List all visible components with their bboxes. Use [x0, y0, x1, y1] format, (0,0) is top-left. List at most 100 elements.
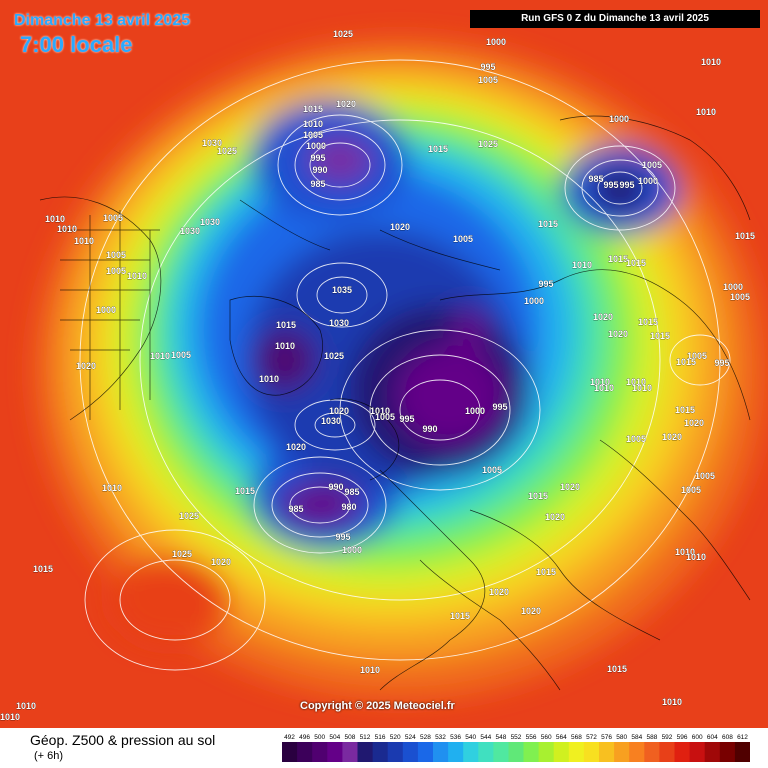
- coastlines: [39, 115, 751, 691]
- isobar-label: 1025: [333, 29, 353, 39]
- isobar-label: 1000: [609, 114, 629, 124]
- scale-tick-label: 596: [677, 734, 688, 741]
- isobar-label: 1005: [730, 292, 750, 302]
- isobar-label: 1015: [650, 331, 670, 341]
- isobar-label: 1015: [608, 254, 628, 264]
- scale-swatch: [629, 742, 645, 762]
- isobar-label: 1020: [560, 482, 580, 492]
- isobar-label: 1015: [33, 564, 53, 574]
- scale-tick-label: 552: [511, 734, 522, 741]
- isobar-label: 995: [619, 180, 634, 190]
- isobar-label: 1020: [545, 512, 565, 522]
- isobar-label: 1020: [489, 587, 509, 597]
- scale-tick-label: 592: [662, 734, 673, 741]
- isobar-label: 1010: [572, 260, 592, 270]
- isobar-label: 1010: [45, 214, 65, 224]
- map-title: Géop. Z500 & pression au sol: [30, 732, 216, 748]
- forecast-offset: (+ 6h): [34, 750, 64, 762]
- isobar-label: 990: [422, 424, 437, 434]
- isobar-label: 1005: [695, 471, 715, 481]
- isobar-label: 1020: [662, 432, 682, 442]
- scale-swatch: [538, 742, 555, 762]
- isobar-label: 985: [344, 487, 359, 497]
- isobar-label: 995: [538, 279, 553, 289]
- isobar-label: 1010: [150, 351, 170, 361]
- scale-tick-label: 588: [646, 734, 657, 741]
- isobar-label: 1010: [360, 665, 380, 675]
- isobar-label: 990: [312, 165, 327, 175]
- isobar-label: 1010: [686, 552, 706, 562]
- isobar-label: 1000: [96, 305, 116, 315]
- scale-tick-label: 512: [360, 734, 371, 741]
- scale-swatch: [478, 742, 494, 762]
- isobar-label: 1010: [303, 119, 323, 129]
- isobar-label: 1015: [735, 231, 755, 241]
- isobar-label: 1015: [626, 258, 646, 268]
- isobar-label: 1005: [375, 412, 395, 422]
- isobar-label: 1010: [632, 383, 652, 393]
- isobar-label: 1020: [329, 406, 349, 416]
- scale-tick-label: 548: [495, 734, 506, 741]
- scale-tick-label: 576: [601, 734, 612, 741]
- copyright-notice: Copyright © 2025 Meteociel.fr: [300, 700, 455, 712]
- scale-tick-label: 572: [586, 734, 597, 741]
- scale-tick-label: 608: [722, 734, 733, 741]
- isobar-label: 1000: [465, 406, 485, 416]
- scale-swatch: [357, 742, 374, 762]
- isobar-label: 985: [288, 504, 303, 514]
- isobar-label: 1015: [235, 486, 255, 496]
- isobar-label: 1005: [103, 213, 123, 223]
- scale-tick-label: 560: [541, 734, 552, 741]
- isobar-label: 1010: [370, 406, 390, 416]
- isobar-label: 1005: [626, 434, 646, 444]
- scale-swatch: [659, 742, 675, 762]
- isobar-label: 1000: [306, 141, 326, 151]
- scale-tick-label: 496: [299, 734, 310, 741]
- isobar-label: 1025: [324, 351, 344, 361]
- forecast-date: Dimanche 13 avril 2025: [14, 12, 191, 29]
- isobar-label: 995: [480, 62, 495, 72]
- isobar-label: 995: [714, 358, 729, 368]
- isobar-label: 1020: [684, 418, 704, 428]
- isobar-label: 995: [335, 532, 350, 542]
- isobar-label: 1015: [536, 567, 556, 577]
- isobar-label: 1005: [482, 465, 502, 475]
- isobar-label: 985: [588, 174, 603, 184]
- scale-swatch: [599, 742, 615, 762]
- isobar-label: 1010: [259, 374, 279, 384]
- scale-tick-label: 604: [707, 734, 718, 741]
- isobar-label: 1005: [303, 130, 323, 140]
- isobar-label: 1005: [687, 351, 707, 361]
- isobar-label: 1030: [202, 138, 222, 148]
- scale-tick-label: 500: [314, 734, 325, 741]
- isobar-label: 1010: [626, 377, 646, 387]
- isobar-label: 1010: [0, 712, 20, 722]
- isobar-label: 1025: [478, 139, 498, 149]
- isobar-label: 1010: [16, 701, 36, 711]
- scale-tick-label: 516: [375, 734, 386, 741]
- isobar-label: 1015: [276, 320, 296, 330]
- scale-swatch: [583, 742, 600, 762]
- isobar-label: 1025: [179, 511, 199, 521]
- scale-swatch: [614, 742, 630, 762]
- isobar-label: 1015: [675, 405, 695, 415]
- isobar-label: 1005: [106, 266, 126, 276]
- isobar-label: 1010: [675, 547, 695, 557]
- scale-tick-label: 504: [329, 734, 340, 741]
- geopotential-field: [35, 40, 765, 700]
- isobar-label: 1015: [638, 317, 658, 327]
- isobar-label: 1020: [336, 99, 356, 109]
- scale-tick-label: 520: [390, 734, 401, 741]
- scale-swatch: [463, 742, 479, 762]
- scale-tick-label: 612: [737, 734, 748, 741]
- isobar-label: 1020: [608, 329, 628, 339]
- scale-swatch: [342, 742, 358, 762]
- isobar-label: 1000: [342, 545, 362, 555]
- isobar-label: 1005: [453, 234, 473, 244]
- scale-swatch: [372, 742, 389, 762]
- isobar-label: 1020: [76, 361, 96, 371]
- color-scale: 492 496 500 504 508 512 516 520 524 528 532 536 540 5…: [282, 734, 750, 762]
- isobar-label: 1020: [286, 442, 306, 452]
- isobar-label: 1015: [303, 104, 323, 114]
- isobar-label: 1035: [332, 285, 352, 295]
